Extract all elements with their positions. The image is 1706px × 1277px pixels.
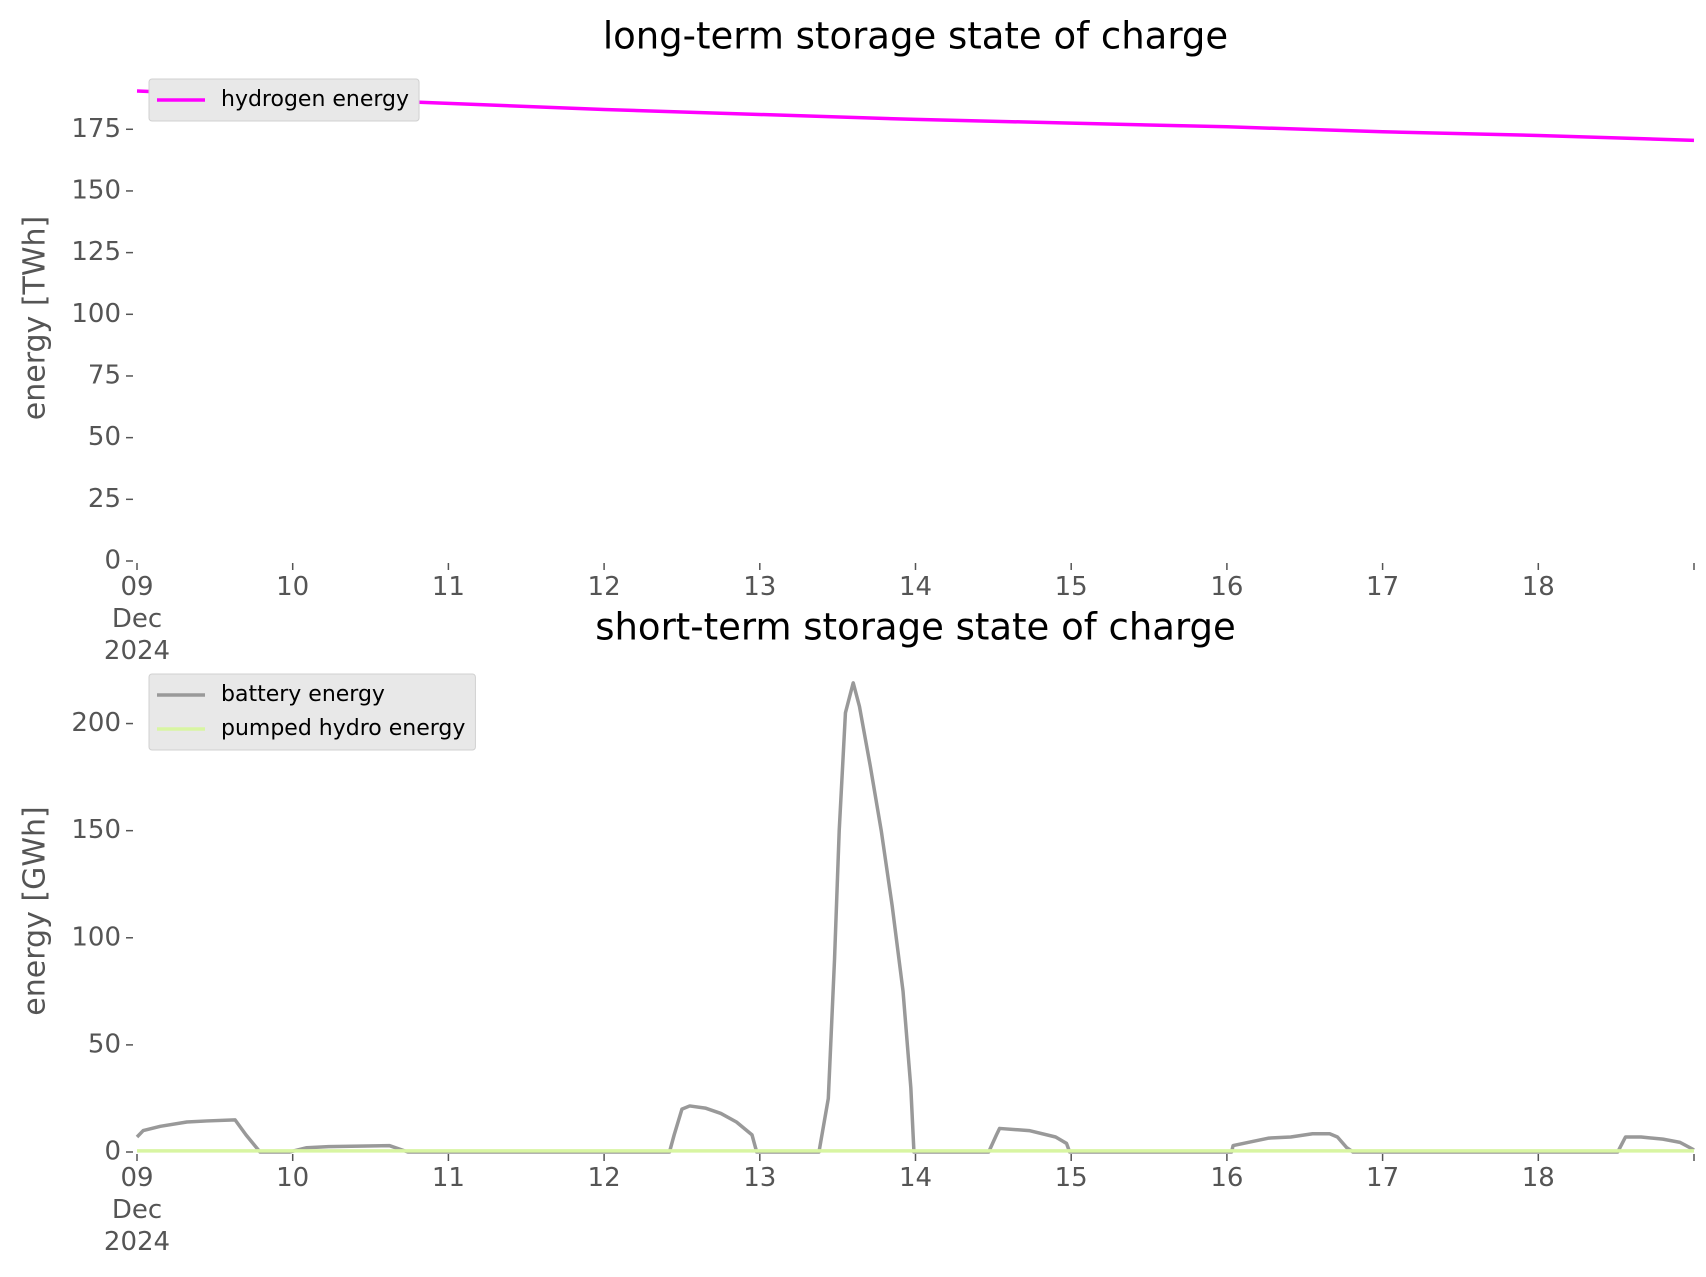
y-tick-label: 0 (104, 546, 121, 576)
x-tick-label: 13 (743, 1163, 777, 1193)
x-tick-label: 15 (1054, 1163, 1088, 1193)
x-tick-label: 12 (587, 572, 621, 602)
y-tick-label: 150 (71, 175, 121, 205)
y-tick-label: 50 (88, 422, 121, 452)
x-tick-label: 13 (743, 572, 777, 602)
x-tick-label: 16 (1210, 572, 1244, 602)
chart-title: long-term storage state of charge (603, 15, 1228, 58)
y-tick-label: 150 (71, 815, 121, 845)
x-tick-label: 14 (898, 1163, 933, 1193)
x-tick-label: 17 (1366, 572, 1400, 602)
x-tick-label: 10 (276, 572, 310, 602)
x-tick-label: 16 (1210, 1163, 1244, 1193)
y-axis-label: energy [TWh] (18, 216, 53, 420)
y-tick-label: 125 (71, 237, 121, 267)
x-tick-label: 11 (431, 572, 465, 602)
y-tick-label: 175 (71, 114, 121, 144)
x-tick-label: 18 (1521, 572, 1555, 602)
x-tick-label: 12 (587, 1163, 621, 1193)
y-tick-label: 25 (88, 484, 121, 514)
x-tick-label: 10 (276, 1163, 310, 1193)
legend-label: battery energy (221, 682, 385, 707)
y-tick-label: 100 (71, 299, 121, 329)
x-tick-label: 09 Dec 2024 (103, 1163, 171, 1257)
x-tick-label: 11 (431, 1163, 465, 1193)
legend-box (148, 673, 476, 751)
legend-box (148, 78, 420, 122)
x-tick-label: 17 (1366, 1163, 1400, 1193)
legend-label: hydrogen energy (221, 87, 409, 112)
x-tick-label: 15 (1054, 572, 1088, 602)
series-line (135, 681, 1695, 1154)
legend-label: pumped hydro energy (221, 716, 465, 741)
y-tick-label: 200 (71, 708, 121, 738)
y-tick-label: 75 (88, 360, 121, 390)
y-axis-label: energy [GWh] (18, 806, 53, 1015)
y-tick-label: 0 (104, 1137, 121, 1167)
x-tick-label: 09 Dec 2024 (103, 572, 171, 666)
chart-title: short-term storage state of charge (595, 606, 1236, 649)
y-tick-label: 50 (88, 1029, 121, 1059)
y-tick-label: 100 (71, 922, 121, 952)
x-tick-label: 14 (898, 572, 933, 602)
x-tick-label: 18 (1521, 1163, 1555, 1193)
